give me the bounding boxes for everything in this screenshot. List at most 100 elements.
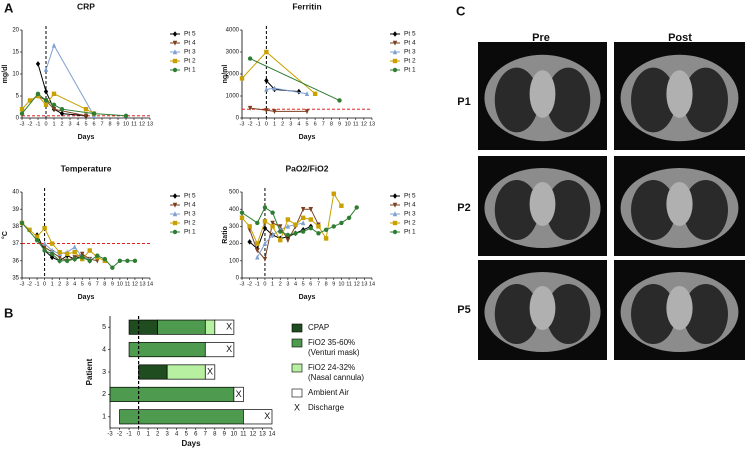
x-tick-label: 1: [271, 281, 274, 287]
x-tick-label: 11: [353, 121, 359, 127]
point: [239, 210, 245, 215]
x-tick-label: 5: [185, 432, 189, 438]
ct-images: [478, 42, 745, 360]
point: [43, 88, 49, 95]
legend-label: FiO2 35-60%: [308, 338, 355, 347]
point: [262, 219, 268, 224]
legend-marker: [392, 58, 398, 64]
x-tick-label: 9: [116, 121, 119, 127]
discharge-marker: X: [226, 344, 232, 354]
legend-marker: [392, 202, 398, 208]
point: [255, 220, 260, 226]
legend-label: Pt 2: [404, 58, 416, 65]
legend-label: Pt 1: [404, 229, 416, 236]
point: [64, 251, 70, 257]
point: [264, 77, 269, 84]
x-tick-label: 8: [108, 121, 111, 127]
y-tick-label: 100: [229, 258, 240, 264]
x-tick-label: 1: [51, 281, 54, 287]
y-tick-label: 1: [102, 414, 106, 421]
bar-segment: [157, 319, 206, 335]
x-tick-label: 0: [137, 432, 141, 438]
point: [19, 107, 25, 112]
bar-segment: [204, 342, 235, 358]
point: [262, 205, 268, 210]
point: [57, 255, 62, 261]
x-tick-label: 14: [369, 281, 375, 287]
series-line: [37, 95, 87, 117]
chart-title: PaO2/FiO2: [286, 163, 329, 173]
point: [19, 220, 25, 226]
bar-segment: [204, 364, 216, 380]
point: [95, 253, 100, 258]
x-tick-label: -1: [126, 432, 132, 438]
ct-lung: [546, 180, 591, 240]
x-tick-label: 0: [265, 121, 268, 127]
point: [35, 61, 41, 67]
legend-marker: [172, 40, 178, 46]
legend-label: Pt 3: [184, 49, 196, 56]
point: [255, 254, 260, 260]
x-tick-label: 4: [73, 281, 76, 287]
y-tick-label: 200: [229, 241, 240, 247]
point: [43, 66, 49, 72]
x-tick-label: 2: [281, 121, 284, 127]
legend-marker: [392, 31, 398, 37]
point: [43, 102, 49, 107]
x-tick-label: 5: [84, 121, 87, 127]
point: [262, 240, 268, 246]
point: [57, 258, 62, 263]
point: [331, 224, 336, 229]
legend-marker: [172, 31, 178, 37]
point: [270, 224, 275, 229]
discharge-marker: X: [236, 389, 242, 399]
x-tick-label: 13: [139, 281, 145, 287]
point: [285, 237, 291, 243]
bar-segment: [214, 319, 235, 335]
x-tick-label: 4: [175, 432, 179, 438]
legend-label: Pt 5: [184, 31, 196, 38]
x-tick-label: 5: [302, 281, 305, 287]
x-tick-label: 4: [294, 281, 297, 287]
ct-lung: [494, 180, 539, 240]
point: [91, 111, 97, 116]
point: [27, 98, 33, 103]
chart-title: Temperature: [61, 163, 112, 173]
x-tick-label: 14: [147, 281, 153, 287]
point: [49, 241, 55, 246]
point: [35, 91, 41, 97]
bar-segment: [138, 364, 168, 380]
point: [49, 251, 55, 257]
x-tick-label: -3: [107, 432, 113, 438]
x-tick-label: 6: [194, 432, 198, 438]
point: [270, 232, 275, 238]
x-tick-label: 10: [117, 281, 123, 287]
x-tick-label: 13: [361, 281, 367, 287]
point: [239, 215, 245, 220]
point: [87, 248, 92, 253]
ct-lung: [683, 180, 728, 240]
point: [264, 49, 269, 55]
x-tick-label: 7: [322, 121, 325, 127]
x-tick-label: 2: [60, 121, 63, 127]
series-line: [21, 222, 106, 262]
x-axis-label: Days: [78, 294, 95, 301]
chart-title: Ferritin: [292, 1, 321, 11]
point: [339, 203, 344, 208]
column-label: Post: [668, 32, 692, 44]
x-tick-label: 4: [76, 121, 79, 127]
legend-label: Pt 1: [404, 67, 416, 74]
legend-label: Pt 5: [184, 193, 196, 200]
x-tick-label: -1: [35, 281, 40, 287]
bar-segment: [128, 342, 206, 358]
panel-label: B: [4, 305, 13, 320]
x-tick-label: 1: [146, 432, 150, 438]
x-tick-label: -2: [247, 281, 252, 287]
point: [117, 258, 123, 263]
y-axis-label: Ratio: [222, 226, 229, 244]
point: [285, 232, 291, 238]
x-axis-label: Days: [299, 134, 316, 141]
point: [323, 227, 329, 233]
point: [87, 258, 92, 263]
y-tick-label: 0: [236, 116, 240, 122]
